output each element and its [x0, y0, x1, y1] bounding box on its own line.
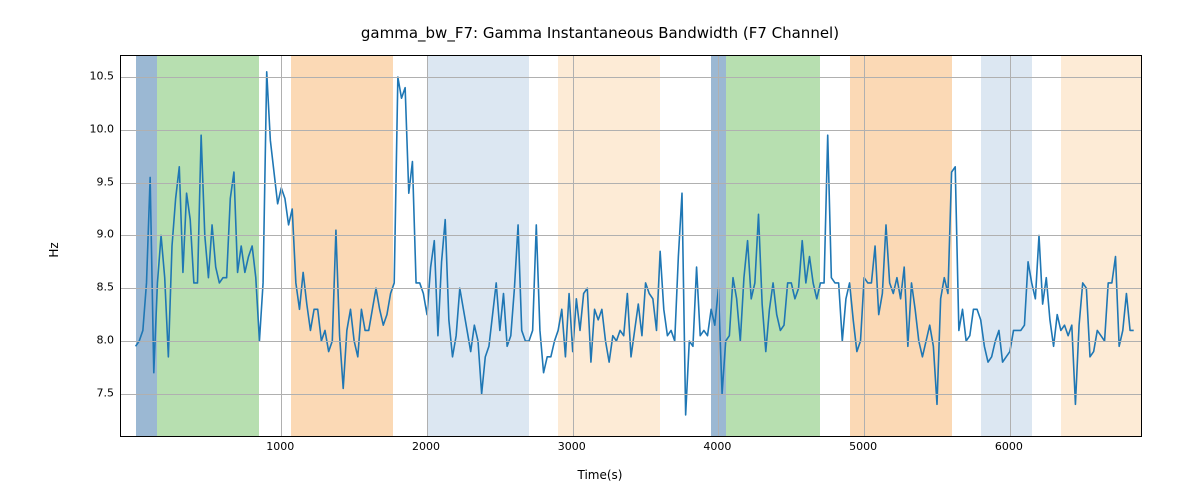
- y-tick-label: 9.5: [64, 175, 114, 188]
- y-tick-label: 8.5: [64, 281, 114, 294]
- gridline-vertical: [1010, 56, 1011, 436]
- gridline-vertical: [718, 56, 719, 436]
- x-tick-label: 3000: [558, 440, 586, 453]
- y-tick-label: 10.0: [64, 122, 114, 135]
- y-tick-label: 8.0: [64, 334, 114, 347]
- gridline-horizontal: [121, 130, 1141, 131]
- gridline-horizontal: [121, 235, 1141, 236]
- gridline-horizontal: [121, 183, 1141, 184]
- gridline-horizontal: [121, 288, 1141, 289]
- plot-area: [120, 55, 1142, 437]
- x-tick-label: 6000: [995, 440, 1023, 453]
- y-axis-label: Hz: [47, 242, 61, 257]
- gridline-vertical: [573, 56, 574, 436]
- gridline-horizontal: [121, 394, 1141, 395]
- gridline-horizontal: [121, 341, 1141, 342]
- gridline-vertical: [864, 56, 865, 436]
- data-line: [121, 56, 1141, 436]
- x-tick-label: 4000: [703, 440, 731, 453]
- figure: gamma_bw_F7: Gamma Instantaneous Bandwid…: [0, 0, 1200, 500]
- gridline-vertical: [281, 56, 282, 436]
- x-tick-label: 2000: [412, 440, 440, 453]
- gridline-horizontal: [121, 77, 1141, 78]
- y-tick-label: 9.0: [64, 228, 114, 241]
- y-tick-label: 7.5: [64, 386, 114, 399]
- x-axis-label: Time(s): [0, 468, 1200, 482]
- y-tick-label: 10.5: [64, 70, 114, 83]
- x-tick-label: 5000: [849, 440, 877, 453]
- gridline-vertical: [427, 56, 428, 436]
- series-line: [136, 72, 1134, 415]
- chart-title: gamma_bw_F7: Gamma Instantaneous Bandwid…: [0, 24, 1200, 42]
- x-tick-label: 1000: [266, 440, 294, 453]
